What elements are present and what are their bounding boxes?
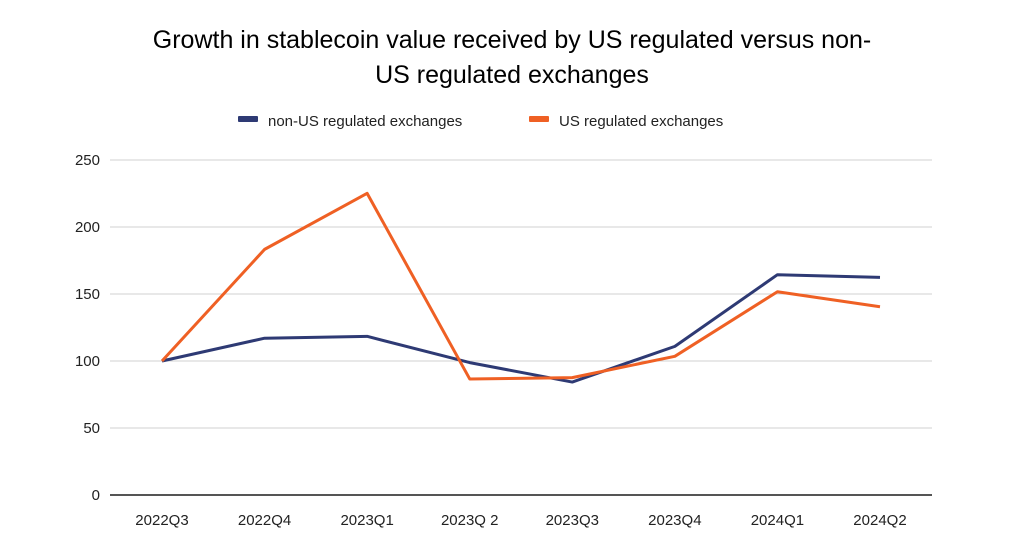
x-tick-label: 2024Q2 (853, 512, 906, 529)
x-tick-label: 2023Q 2 (441, 512, 499, 529)
y-tick-label: 150 (75, 286, 100, 303)
y-tick-label: 0 (92, 487, 100, 504)
chart-title-line-2: US regulated exchanges (375, 61, 649, 89)
series-line-us (160, 191, 881, 381)
x-tick-label: 2024Q1 (751, 512, 804, 529)
y-tick-label: 200 (75, 219, 100, 236)
chart-title-line-1: Growth in stablecoin value received by U… (153, 26, 871, 54)
legend-swatch-us (529, 116, 549, 122)
series-line-non-us (161, 273, 881, 384)
legend-label-us: US regulated exchanges (559, 113, 723, 130)
x-tick-label: 2023Q1 (340, 512, 393, 529)
x-tick-label: 2023Q3 (546, 512, 599, 529)
series-lines (160, 191, 881, 384)
gridlines (110, 159, 932, 496)
y-axis-ticks: 0 50 100 150 200 250 (75, 152, 100, 504)
y-tick-label: 250 (75, 152, 100, 169)
y-tick-label: 100 (75, 353, 100, 370)
legend-swatch-non-us (238, 116, 258, 122)
x-axis-ticks: 2022Q3 2022Q4 2023Q1 2023Q 2 2023Q3 2023Q4 202… (135, 512, 906, 529)
x-tick-label: 2023Q4 (648, 512, 701, 529)
y-tick-label: 50 (83, 420, 100, 437)
x-tick-label: 2022Q3 (135, 512, 188, 529)
legend-label-non-us: non-US regulated exchanges (268, 113, 462, 130)
legend: non-US regulated exchanges US regulated … (238, 113, 723, 130)
x-tick-label: 2022Q4 (238, 512, 291, 529)
